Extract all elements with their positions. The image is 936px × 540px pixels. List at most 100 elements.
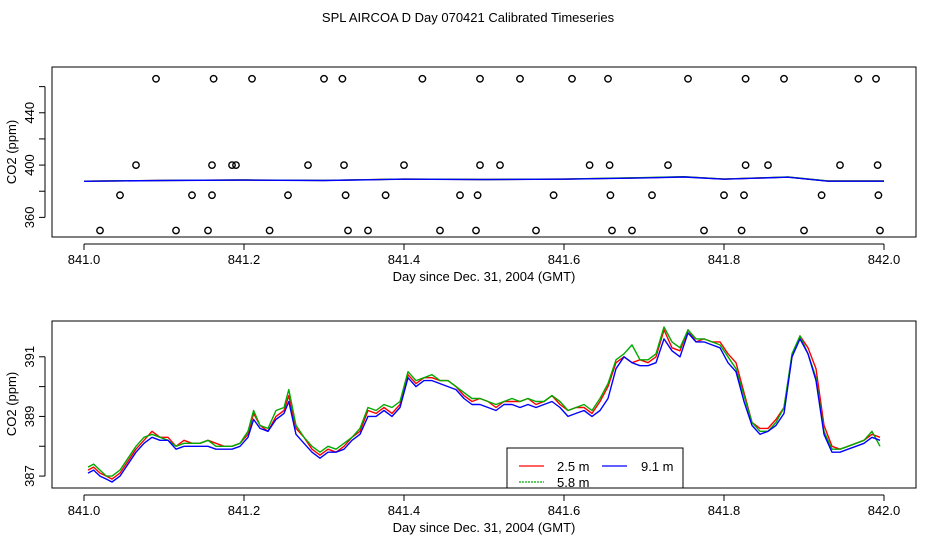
top-plot-frame [51, 66, 917, 238]
bottom-x-tick-label: 841.4 [388, 503, 421, 518]
top-x-tick-label: 841.2 [228, 252, 261, 267]
outlier-point [496, 161, 504, 170]
outlier-point [204, 226, 212, 235]
top-y-tick-label: 400 [22, 154, 37, 176]
outlier-point [476, 161, 484, 170]
outlier-point [836, 161, 844, 170]
top-x-tick-label: 841.4 [388, 252, 421, 267]
outlier-point [628, 226, 636, 235]
legend-label-9-1m: 9.1 m [641, 459, 674, 474]
bottom-x-axis: 841.0 841.2 841.4 841.6 841.8 842.0 [68, 494, 901, 518]
bottom-series-2-5-m [87, 329, 881, 480]
bottom-y-tick-label: 391 [22, 346, 37, 368]
outlier-point [364, 226, 372, 235]
outlier-point [232, 161, 240, 170]
bottom-y-axis-label: CO2 (ppm) [4, 372, 19, 436]
outlier-point [700, 226, 708, 235]
bottom-y-tick-label: 389 [22, 406, 37, 428]
outlier-point [608, 226, 616, 235]
outlier-point [648, 191, 656, 200]
bottom-series-5-8-m [87, 326, 881, 477]
outlier-point [473, 191, 482, 200]
bottom-x-axis-label: Day since Dec. 31, 2004 (GMT) [393, 520, 576, 535]
outlier-point [549, 191, 558, 200]
outlier-point [265, 226, 274, 235]
outlier-point [817, 191, 826, 200]
bottom-x-tick-label: 841.6 [548, 503, 581, 518]
outlier-point [418, 74, 427, 83]
outlier-point [381, 191, 390, 200]
bottom-series-9-1-m [87, 332, 881, 483]
bottom-x-tick-label: 841.2 [228, 503, 261, 518]
outlier-point [400, 161, 408, 170]
outlier-point [172, 226, 180, 235]
outlier-point [341, 191, 350, 200]
top-x-tick-label: 841.8 [708, 252, 741, 267]
outlier-point [874, 191, 883, 200]
outlier-point [737, 226, 746, 235]
outlier-point [116, 191, 124, 200]
outlier-point [436, 226, 444, 235]
outlier-point [800, 226, 808, 235]
outlier-point [340, 161, 348, 170]
legend: 2.5 m 9.1 m 5.8 m [506, 447, 684, 490]
top-y-tick-label: 360 [22, 207, 37, 229]
bottom-series-lines [87, 326, 881, 483]
outlier-point [606, 191, 615, 200]
outlier-point [284, 191, 292, 200]
outlier-point [854, 74, 863, 83]
outlier-point [344, 226, 352, 235]
outlier-point [304, 161, 312, 170]
bottom-plot-frame [51, 320, 917, 489]
outlier-point [208, 161, 216, 170]
bottom-x-tick-label: 841.8 [708, 503, 741, 518]
outlier-point [188, 191, 196, 200]
outlier-point [585, 161, 594, 170]
outlier-point [684, 74, 692, 83]
bottom-panel: 841.0 841.2 841.4 841.6 841.8 842.0 387 389 391… [4, 320, 917, 535]
outlier-point [208, 191, 216, 200]
top-series-9-1-m [83, 176, 884, 182]
outlier-point [872, 74, 880, 83]
top-outlier-points [96, 74, 884, 235]
outlier-point [604, 74, 612, 83]
bottom-y-tick-label: 387 [22, 465, 37, 487]
outlier-point [516, 74, 524, 83]
top-x-axis: 841.0 841.2 841.4 841.6 841.8 842.0 [68, 243, 901, 267]
top-x-tick-label: 842.0 [868, 252, 901, 267]
outlier-point [664, 161, 672, 170]
outlier-point [740, 191, 748, 200]
outlier-point [764, 161, 772, 170]
bottom-x-tick-label: 841.0 [68, 503, 101, 518]
outlier-point [741, 161, 750, 170]
outlier-point [320, 74, 328, 83]
outlier-point [780, 74, 788, 83]
top-y-tick-label: 440 [22, 102, 37, 124]
outlier-point [209, 74, 218, 83]
legend-label-2-5m: 2.5 m [557, 459, 590, 474]
outlier-point [720, 191, 728, 200]
outlier-point [228, 161, 236, 170]
legend-label-5-8m: 5.8 m [557, 475, 590, 490]
outlier-point [568, 74, 576, 83]
outlier-point [873, 161, 882, 170]
top-y-axis-label: CO2 (ppm) [4, 120, 19, 184]
top-x-tick-label: 841.6 [548, 252, 581, 267]
top-y-axis: 360 400 440 [22, 86, 46, 229]
outlier-point [338, 74, 347, 83]
outlier-point [152, 74, 160, 83]
top-x-axis-label: Day since Dec. 31, 2004 (GMT) [393, 269, 576, 284]
outlier-point [132, 161, 140, 170]
outlier-point [248, 74, 256, 83]
outlier-point [472, 226, 480, 235]
outlier-point [456, 191, 464, 200]
top-series-lines [83, 175, 884, 182]
outlier-point [476, 74, 484, 83]
bottom-y-axis: 387 389 391 [22, 346, 46, 487]
figure-title: SPL AIRCOA D Day 070421 Calibrated Times… [322, 10, 615, 25]
outlier-point [96, 226, 104, 235]
bottom-x-tick-label: 842.0 [868, 503, 901, 518]
top-panel: 841.0 841.2 841.4 841.6 841.8 842.0 360 400 440… [4, 66, 917, 284]
top-x-tick-label: 841.0 [68, 252, 101, 267]
